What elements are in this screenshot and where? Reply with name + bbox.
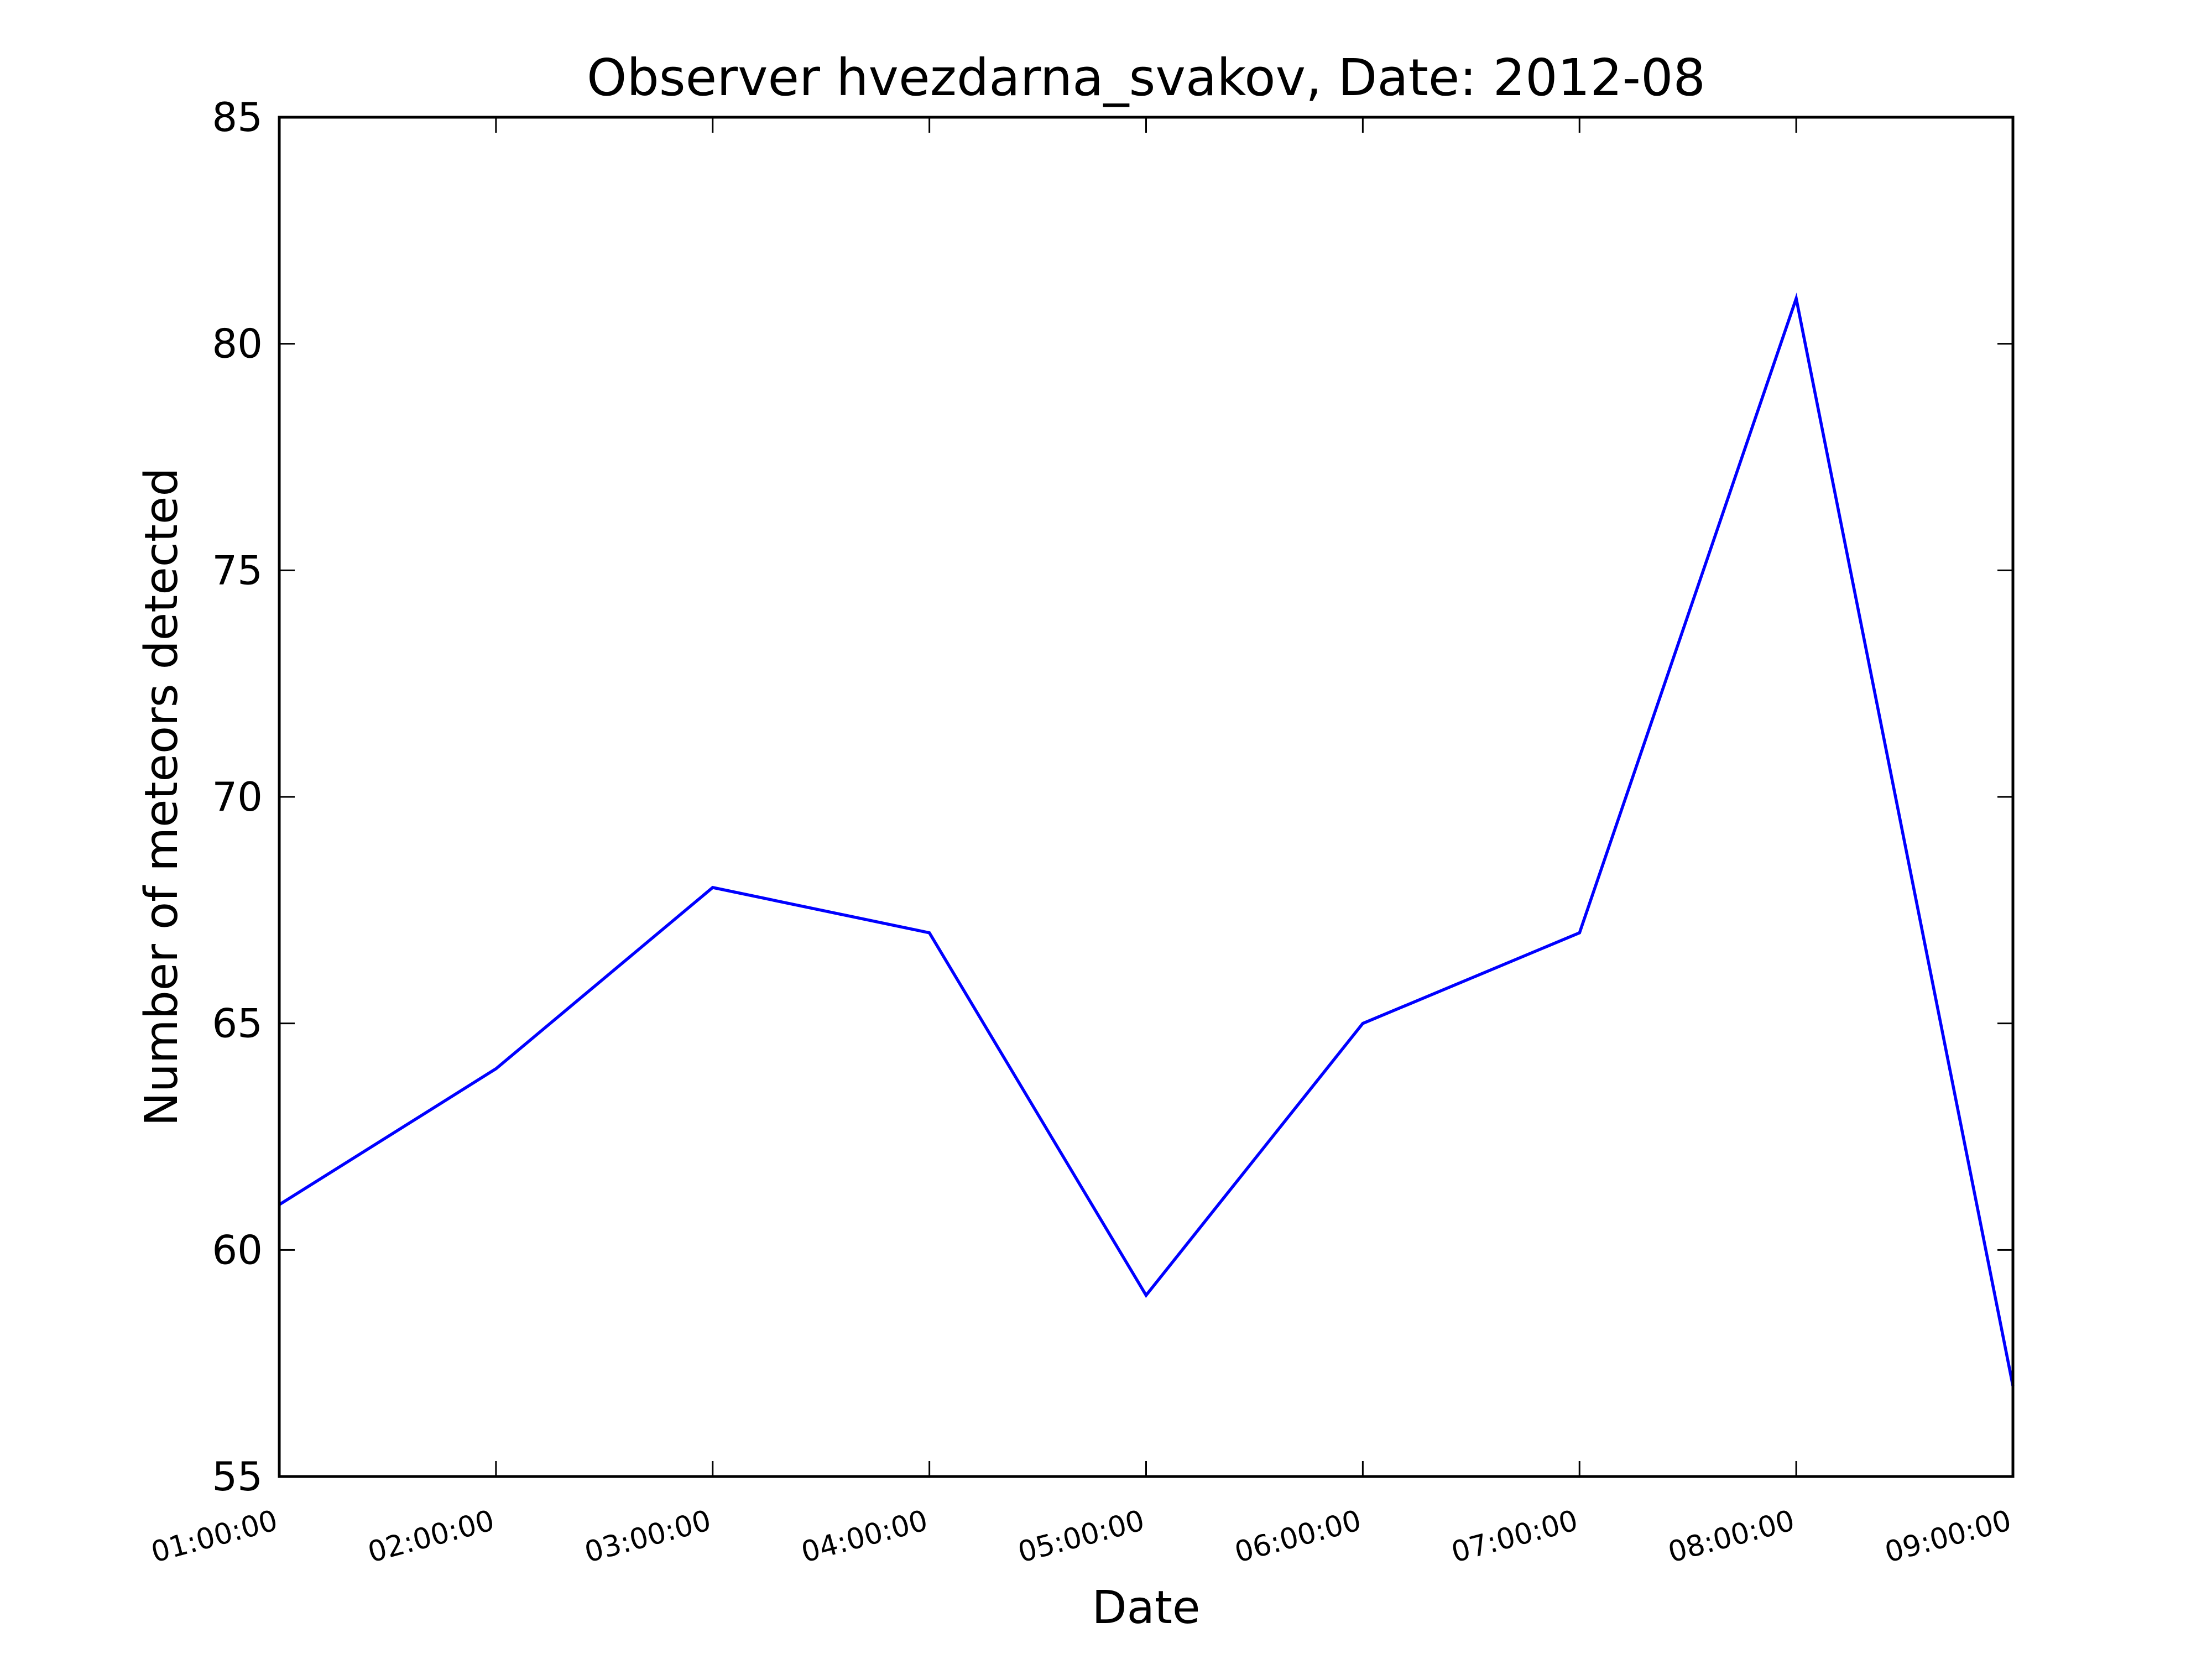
chart-title: Observer hvezdarna_svakov, Date: 2012-08 xyxy=(587,48,1705,107)
series-layer xyxy=(278,293,2015,1386)
y-tick-label: 75 xyxy=(212,547,263,593)
y-tick-label: 60 xyxy=(212,1227,263,1273)
y-tick-label: 55 xyxy=(212,1453,263,1500)
y-tick-label: 80 xyxy=(212,321,263,367)
x-axis-label: Date xyxy=(1092,1582,1201,1634)
y-tick-label: 70 xyxy=(212,774,263,820)
plot-frame xyxy=(278,116,2015,1478)
y-tick-label: 85 xyxy=(212,94,263,140)
y-tick-label: 65 xyxy=(212,1000,263,1047)
plot-area xyxy=(279,117,2013,1477)
y-axis-label: Number of meteors detected xyxy=(135,467,188,1126)
series-line xyxy=(278,293,2015,1386)
